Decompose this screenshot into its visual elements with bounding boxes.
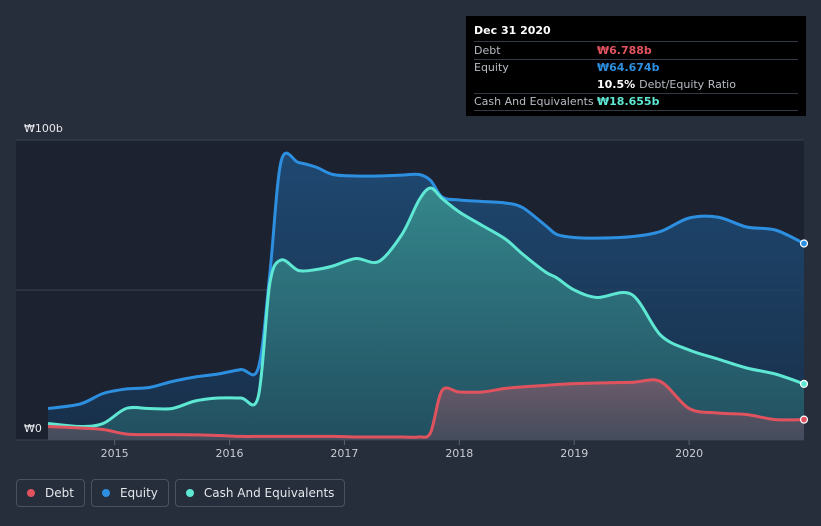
tooltip-debt-label: Debt (474, 43, 501, 57)
cash-line (47, 186, 805, 428)
legend-debt-label: Debt (45, 486, 74, 500)
tooltip-cash-label: Cash And Equivalents (474, 95, 594, 109)
tooltip-row-debt: Debt ₩6.788b (474, 41, 798, 59)
tooltip-panel: Dec 31 2020 Debt ₩6.788b Equity ₩64.674b… (466, 16, 806, 116)
legend-equity-label: Equity (119, 486, 158, 500)
equity-end-marker[interactable] (799, 239, 809, 248)
chart-legend: Debt Equity Cash And Equivalents (16, 479, 346, 507)
debt-end-marker[interactable] (799, 415, 809, 424)
legend-item-cash[interactable]: Cash And Equivalents (174, 479, 346, 507)
x-tick-label: 2016 (216, 447, 244, 460)
tooltip-equity-label: Equity (474, 61, 509, 75)
tooltip-date: Dec 31 2020 (474, 24, 551, 37)
equity-line (47, 151, 805, 410)
debt-dot-icon (27, 489, 35, 497)
tooltip-row-ratio: 10.5% Debt/Equity Ratio (474, 76, 798, 93)
tooltip-equity-value: ₩64.674b (597, 61, 660, 75)
debt-line (47, 378, 805, 439)
y-tick-label: ₩0 (24, 422, 42, 435)
x-tick-label: 2020 (675, 447, 703, 460)
cash-end-marker[interactable] (799, 379, 809, 388)
cash-dot-icon (185, 489, 194, 497)
equity-dot-icon (101, 489, 110, 497)
cash-area (48, 187, 804, 440)
tooltip-ratio-value: 10.5% (597, 77, 636, 91)
tooltip-row-cash: Cash And Equivalents ₩18.655b (474, 92, 798, 111)
x-tick-label: 2019 (560, 447, 588, 460)
tooltip-debt-value: ₩6.788b (597, 43, 652, 57)
tooltip-ratio-label: Debt/Equity Ratio (639, 77, 736, 91)
debt-area (48, 379, 804, 440)
x-tick-label: 2018 (445, 447, 473, 460)
tooltip-cash-value: ₩18.655b (597, 95, 660, 109)
x-tick-label: 2015 (101, 447, 129, 460)
y-tick-label: ₩100b (24, 122, 63, 135)
legend-cash-label: Cash And Equivalents (203, 486, 335, 500)
legend-item-equity[interactable]: Equity (90, 479, 169, 507)
x-tick-label: 2017 (330, 447, 358, 460)
legend-item-debt[interactable]: Debt (16, 479, 85, 507)
tooltip-row-equity: Equity ₩64.674b (474, 58, 798, 77)
